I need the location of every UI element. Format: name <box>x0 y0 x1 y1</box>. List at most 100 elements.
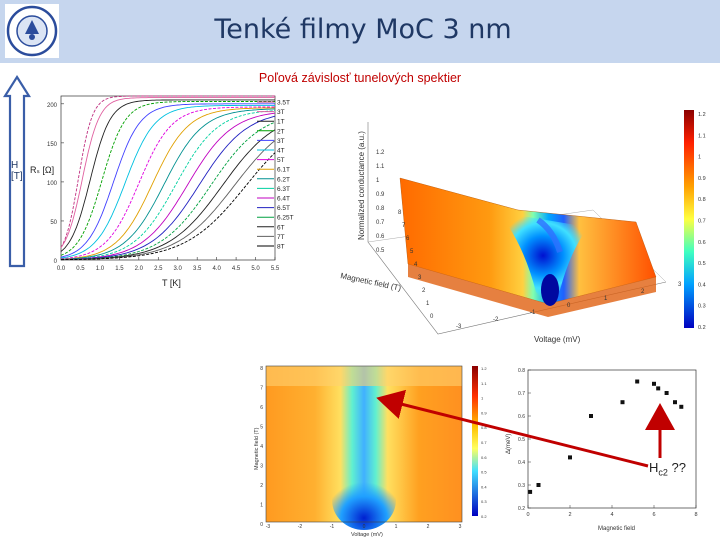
map-xtick-label: 3 <box>459 524 462 530</box>
rt-xtick-label: 2.5 <box>154 266 163 272</box>
rt-ytick-label: 150 <box>47 142 58 148</box>
gap-xtick-label: 8 <box>694 512 697 518</box>
map-ytick-label: 1 <box>260 503 263 509</box>
map-colorbar-label: 0.7 <box>481 440 487 445</box>
map-xtick-label: -2 <box>298 524 303 530</box>
surface-ftick-label: 7 <box>402 223 406 229</box>
rt-legend-label: 3.5T <box>277 100 290 107</box>
map-xtick-label: 0 <box>363 524 366 530</box>
rt-xtick-label: 1.5 <box>115 266 124 272</box>
surface-xlabel: Voltage (mV) <box>534 335 581 344</box>
surface-vtick-label: 3 <box>678 282 682 288</box>
gap-data-point <box>673 400 677 405</box>
rt-ytick-label: 200 <box>47 103 58 109</box>
rt-legend-label: 6.25T <box>277 215 294 222</box>
rt-legend-label: 2T <box>277 128 285 135</box>
surface-vtick-label: -3 <box>456 324 462 330</box>
rt-curve <box>60 107 275 260</box>
surface-ftick-label: 4 <box>414 262 418 268</box>
rt-legend-label: 6.5T <box>277 205 290 212</box>
rt-curve <box>61 115 276 260</box>
rt-legend-label: 3T <box>277 109 285 116</box>
surface-colorbar-label: 0.4 <box>698 282 706 288</box>
rt-curve <box>60 121 276 261</box>
gap-data-point <box>568 455 572 460</box>
gap-xtick-label: 6 <box>652 512 655 518</box>
surface-ftick-label: 1 <box>426 301 430 307</box>
map-colorbar-label: 0.5 <box>481 470 487 475</box>
surface-vtick-label: 2 <box>641 289 645 295</box>
rt-xlabel: T [K] <box>162 278 181 288</box>
map-ytick-label: 6 <box>260 405 263 411</box>
map-colorbar-label: 0.9 <box>481 410 487 415</box>
rt-curve <box>60 106 275 260</box>
surface-vtick-label: 1 <box>604 296 608 302</box>
rt-curve <box>60 99 275 252</box>
gap-data-point <box>652 381 656 386</box>
gap-ytick-label: 0.5 <box>518 437 525 443</box>
gap-ytick-label: 0.2 <box>518 506 525 512</box>
map-plot: 8 7 6 5 4 3 2 1 0 -3 -2 -1 0 1 2 3 1.2 1.1 1 0.9 0.8 0.7 0.6… <box>254 365 487 538</box>
rt-legend-label: 6.2T <box>277 176 290 183</box>
map-ytick-label: 2 <box>260 483 263 489</box>
map-ytick-label: 7 <box>260 386 263 392</box>
surface-colorbar-label: 1.1 <box>698 133 706 139</box>
surface-ztick-label: 0.8 <box>376 206 385 212</box>
map-colorbar-label: 0.8 <box>481 425 487 430</box>
rt-curve <box>60 103 275 258</box>
surface-vtick-label: 0 <box>567 303 571 309</box>
rt-curve <box>61 112 276 260</box>
rt-plot: 200 150 100 50 0 0.0 0.5 1.0 1.5 2.0 2.5 3.0 3.5 4.0… <box>30 95 294 288</box>
map-xlabel: Voltage (mV) <box>351 532 383 538</box>
map-xtick-label: 2 <box>427 524 430 530</box>
gap-data-point <box>664 391 669 395</box>
rt-curve <box>60 110 276 260</box>
surface-zlabel: Normalized conductance (a.u.) <box>357 131 366 240</box>
gap-xtick-label: 2 <box>568 512 571 518</box>
rt-legend-label: 3T <box>277 138 285 145</box>
gap-data-point <box>679 404 684 409</box>
surface-colorbar-label: 0.2 <box>698 325 706 331</box>
rt-xtick-label: 5.0 <box>251 266 260 272</box>
surface-ftick-label: 2 <box>422 288 426 294</box>
slide-title: Tenké filmy MoC 3 nm <box>214 14 512 45</box>
surface-ftick-label: 0 <box>430 314 434 320</box>
gap-ylabel: Δ(meV) <box>506 434 512 454</box>
map-colorbar-label: 1.1 <box>481 381 487 386</box>
rt-curve <box>61 108 276 260</box>
gap-data-point <box>620 400 625 405</box>
rt-curve <box>60 104 275 259</box>
surface-colorbar <box>684 110 694 328</box>
rt-curve <box>61 140 276 261</box>
map-colorbar-label: 0.3 <box>481 499 487 504</box>
rt-curve <box>60 95 275 248</box>
rt-legend-label: 5T <box>277 157 285 164</box>
rt-xtick-label: 0.0 <box>57 266 66 272</box>
surface-colorbar-label: 0.5 <box>698 261 706 267</box>
surface-colorbar-label: 0.9 <box>698 176 706 182</box>
map-colorbar-label: 0.6 <box>481 455 487 460</box>
rt-curve <box>61 129 276 261</box>
map-xtick-label: 1 <box>395 524 398 530</box>
rt-ytick-label: 100 <box>47 181 58 187</box>
rt-xtick-label: 4.0 <box>212 266 221 272</box>
rt-ylabel: Rₛ [Ω] <box>30 165 54 175</box>
surface-ftick-label: 5 <box>410 249 414 255</box>
gap-ytick-label: 0.3 <box>518 483 525 489</box>
surface-ftick-label: 3 <box>418 275 422 281</box>
rt-legend-label: 6.4T <box>277 196 290 203</box>
field-arrow-label: H [T] <box>11 160 23 182</box>
map-colorbar <box>472 366 478 516</box>
surface-colorbar-label: 0.3 <box>698 304 706 310</box>
gap-data-point <box>528 489 533 494</box>
surface-plot: 1.2 1.1 1 0.9 0.8 0.7 0.6 0.5 0.4 0.3 0.2 1.2 1.1 1 0… <box>340 110 706 344</box>
gap-ytick-label: 0.6 <box>518 414 525 420</box>
gap-xtick-label: 4 <box>610 512 613 518</box>
rt-legend-label: 4T <box>277 148 285 155</box>
surface-vtick-label: -1 <box>530 310 536 316</box>
gap-ytick-label: 0.4 <box>518 460 525 466</box>
gap-plot: 0.8 0.7 0.6 0.5 0.4 0.3 0.2 0 2 4 6 8 Δ(meV) Magne… <box>506 368 698 532</box>
plot-subtitle: Poľová závislosť tunelových spektier <box>258 71 462 85</box>
surface-ztick-label: 0.9 <box>376 192 385 198</box>
surface-colorbar-label: 0.8 <box>698 197 706 203</box>
